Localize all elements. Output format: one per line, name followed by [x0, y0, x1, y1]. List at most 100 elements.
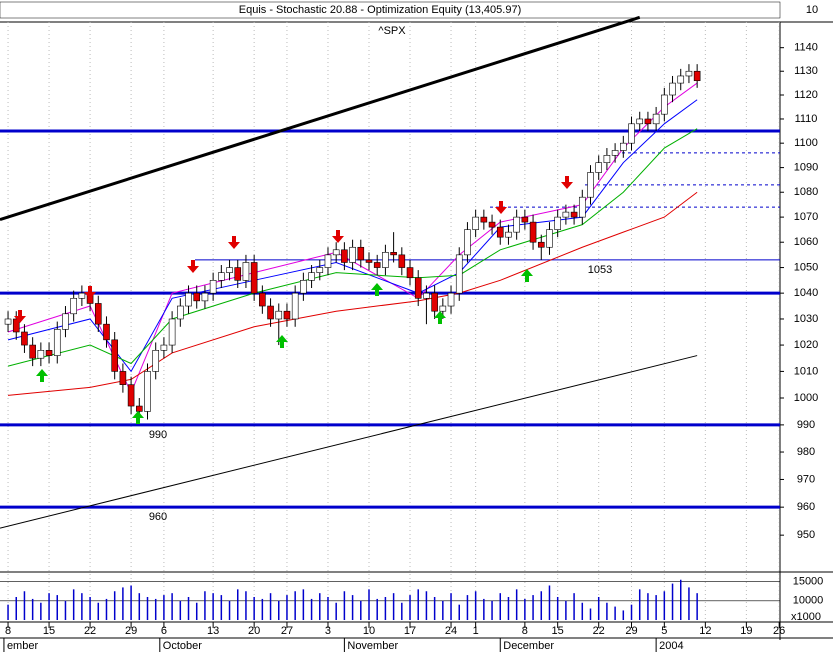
candle-body [455, 254, 463, 294]
candle-body [357, 246, 365, 261]
candle-body [685, 70, 693, 77]
candle-body [365, 259, 373, 263]
x-tick-label: 15 [552, 625, 564, 637]
candle-body [693, 70, 701, 82]
candle-body [177, 305, 184, 320]
candle-body [300, 280, 307, 294]
candle-body [160, 344, 168, 351]
buy-arrow [276, 335, 288, 348]
y-tick-label: 1080 [794, 186, 818, 198]
month-label: 2004 [659, 640, 683, 652]
y-tick-label: 1010 [794, 365, 818, 377]
y-tick-label: 1090 [794, 162, 818, 174]
candle-body [373, 262, 381, 268]
symbol: ^SPX [378, 25, 406, 37]
candle-body [406, 267, 414, 279]
candle-body [103, 323, 110, 341]
x-tick-label: 19 [740, 625, 752, 637]
candle-body [62, 313, 69, 330]
volume-tick-label: 10000 [793, 595, 824, 607]
sell-arrow [561, 176, 573, 189]
x-tick-label: 5 [661, 625, 667, 637]
x-tick-label: 15 [43, 625, 55, 637]
x-tick-label: 17 [404, 625, 416, 637]
candle-body [488, 221, 496, 228]
candle-body [29, 344, 36, 359]
candle-body [578, 196, 586, 218]
x-tick-label: 27 [281, 625, 293, 637]
candle-body [447, 292, 455, 307]
candle-body [439, 305, 447, 312]
buy-arrow [36, 369, 48, 382]
candle-body [259, 292, 266, 307]
y-tick-label: 1020 [794, 339, 818, 351]
candle-body [324, 254, 332, 268]
y-tick-label: 970 [797, 473, 815, 485]
candle-body [94, 303, 102, 325]
candle-body [677, 75, 685, 84]
x-tick-label: 6 [161, 625, 167, 637]
candle-body [218, 272, 225, 281]
x-tick-label: 29 [625, 625, 637, 637]
sell-arrow [84, 286, 96, 299]
candle-body [349, 246, 356, 263]
candle-body [135, 405, 143, 412]
candle-body [505, 231, 512, 238]
candle-body [382, 252, 389, 268]
candle-body [620, 142, 627, 151]
candle-body [537, 241, 545, 248]
y-tick-label: 1060 [794, 236, 818, 248]
sell-arrow [187, 260, 199, 273]
month-label: October [163, 640, 202, 652]
sell-arrow [14, 310, 26, 323]
candle-body [308, 272, 315, 281]
buy-arrow [371, 283, 383, 296]
candle-body [21, 331, 28, 346]
x-tick-label: 24 [445, 625, 457, 637]
candle-body [398, 254, 406, 268]
candle-body [341, 249, 348, 263]
candle-body [275, 310, 283, 320]
x-tick-label: 1 [473, 625, 479, 637]
candle-body [185, 292, 192, 307]
y-tick-label: 1050 [794, 261, 818, 273]
candle-body [45, 350, 53, 356]
candle-body [53, 329, 61, 356]
month-label: ember [7, 640, 39, 652]
candle-body [570, 211, 578, 218]
sell-arrow [228, 236, 240, 249]
candle-body [611, 150, 619, 156]
candle-body [546, 229, 553, 248]
candle-body [193, 292, 201, 302]
candle-body [332, 249, 340, 256]
y-tick-label: 1070 [794, 211, 818, 223]
x-tick-label: 12 [699, 625, 711, 637]
level-label: 960 [149, 511, 167, 523]
month-label: November [347, 640, 398, 652]
y-tick-label: 1000 [794, 392, 818, 404]
level-label: 990 [149, 429, 167, 441]
x-tick-label: 8 [5, 625, 11, 637]
candle-body [480, 216, 488, 223]
buy-arrow [521, 269, 533, 282]
candle-body [472, 216, 479, 230]
y-tick-label: 980 [797, 446, 815, 458]
candle-body [661, 94, 668, 115]
candle-body [144, 371, 151, 412]
candle-body [234, 267, 242, 281]
candle-body [521, 216, 529, 223]
y-tick-label: 950 [797, 529, 815, 541]
volume-tick-label: 15000 [793, 576, 824, 588]
x-tick-label: 22 [593, 625, 605, 637]
candle-body [595, 162, 603, 173]
x-tick-label: 8 [522, 625, 528, 637]
candle-body [529, 221, 537, 243]
candle-body [78, 292, 86, 299]
y-tick-label: 1120 [794, 89, 818, 101]
candle-body [431, 292, 438, 312]
y-tick-label: 1130 [794, 65, 818, 77]
candle-body [464, 229, 471, 256]
x-tick-label: 20 [248, 625, 260, 637]
